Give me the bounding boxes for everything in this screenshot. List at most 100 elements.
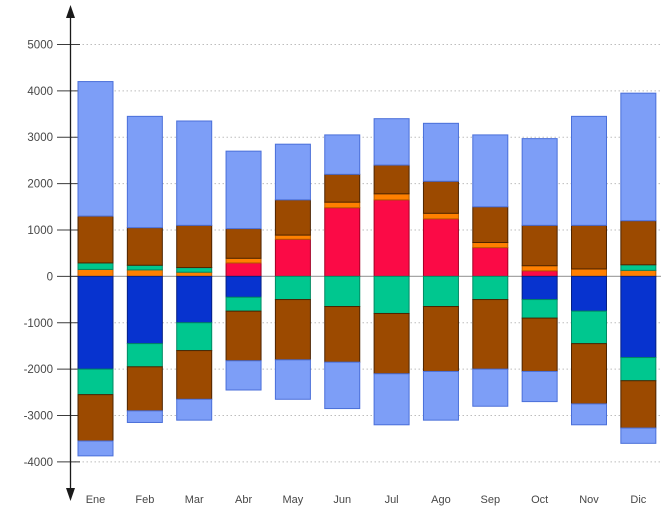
- bar-segment-may-brown-positive: [274, 199, 311, 236]
- bar-segment-ene-darkblue-negative: [77, 275, 114, 370]
- bar-segment-oct-brown-negative: [521, 317, 558, 372]
- bar-segment-feb-lightblue-negative: [126, 410, 163, 423]
- bar-segment-ago-green-negative: [422, 275, 459, 308]
- bar-segment-mar-green-negative: [176, 322, 213, 352]
- y-axis-arrow-up-icon: [66, 5, 75, 18]
- bar-segment-may-lightblue-negative: [274, 359, 311, 400]
- bar-segment-dic-orange: [620, 269, 657, 277]
- x-category-label: Sep: [481, 494, 501, 506]
- bar-segment-nov-brown-negative: [571, 343, 607, 405]
- x-category-label: Ene: [86, 494, 106, 506]
- bar-segment-jul-orange: [373, 193, 410, 201]
- bar-segment-may-brown-negative: [274, 299, 311, 361]
- bar-segment-feb-orange: [126, 269, 163, 277]
- y-tick-label: -3000: [24, 411, 53, 423]
- bar-segment-dic-brown-negative: [620, 380, 657, 429]
- bar-segment-ene-brown-negative: [77, 394, 114, 442]
- bar-segment-sep-brown-negative: [472, 299, 509, 370]
- bar-segment-jun-lightblue-positive: [324, 134, 361, 175]
- bar-segment-oct-red: [521, 270, 558, 277]
- bar-segment-dic-lightblue-negative: [620, 427, 657, 444]
- bar-segment-feb-brown-positive: [126, 227, 163, 266]
- bar-segment-dic-lightblue-positive: [620, 92, 657, 222]
- x-category-label: May: [283, 494, 304, 506]
- bar-segment-nov-brown-positive: [571, 224, 607, 270]
- bar-segment-may-orange: [274, 234, 311, 240]
- bar-segment-sep-brown-positive: [472, 206, 509, 244]
- bar-segment-oct-orange: [521, 265, 558, 272]
- bar-segment-feb-green-negative: [126, 343, 163, 368]
- bar-segment-may-green-negative: [274, 275, 311, 301]
- bar-segment-ene-green-positive: [77, 262, 114, 270]
- bar-segment-ago-lightblue-positive: [422, 122, 459, 182]
- bar-segment-mar-orange: [176, 271, 213, 277]
- bar-segment-mar-brown-negative: [176, 350, 213, 400]
- bar-segment-feb-brown-negative: [126, 366, 163, 412]
- bar-segment-sep-orange: [472, 242, 509, 249]
- bar-segment-oct-lightblue-positive: [521, 138, 558, 226]
- bar-segment-dic-green-negative: [620, 357, 657, 382]
- bar-segment-abr-darkblue-negative: [225, 275, 262, 298]
- bar-segment-mar-lightblue-negative: [176, 398, 213, 421]
- bar-segment-jul-green-negative: [373, 275, 410, 314]
- x-category-label: Dic: [630, 494, 646, 506]
- bar-segment-nov-darkblue-negative: [571, 275, 607, 312]
- bar-segment-jun-lightblue-negative: [324, 361, 361, 410]
- bar-segment-dic-darkblue-negative: [620, 275, 657, 359]
- bar-segment-jul-lightblue-positive: [373, 118, 410, 166]
- bar-segment-sep-red: [472, 247, 509, 277]
- x-category-label: Mar: [185, 494, 204, 506]
- bar-segment-jul-lightblue-negative: [373, 373, 410, 426]
- x-category-label: Ago: [431, 494, 451, 506]
- bar-segment-abr-lightblue-negative: [225, 360, 262, 391]
- bar-segment-ene-brown-positive: [77, 215, 114, 264]
- bar-segment-feb-green-positive: [126, 264, 163, 271]
- bar-segment-feb-lightblue-positive: [126, 115, 163, 229]
- bar-segment-abr-brown-negative: [225, 310, 262, 362]
- y-tick-label: -1000: [24, 318, 53, 330]
- bar-segment-sep-lightblue-negative: [472, 368, 509, 407]
- bar-segment-jul-brown-positive: [373, 164, 410, 195]
- y-tick-label: 0: [47, 271, 53, 283]
- bar-segment-dic-green-positive: [620, 264, 657, 271]
- y-tick-label: -4000: [24, 457, 53, 469]
- bar-segment-ene-lightblue-positive: [77, 81, 114, 217]
- bar-segment-jul-brown-negative: [373, 312, 410, 375]
- x-category-label: Jun: [333, 494, 351, 506]
- y-tick-label: -2000: [24, 364, 53, 376]
- bar-segment-sep-green-negative: [472, 275, 509, 301]
- bar-segment-may-lightblue-positive: [274, 143, 311, 201]
- bar-segment-oct-brown-positive: [521, 224, 558, 267]
- bar-segment-dic-brown-positive: [620, 220, 657, 266]
- bar-segment-oct-darkblue-negative: [521, 275, 558, 301]
- bar-segment-ene-green-negative: [77, 368, 114, 396]
- bar-segment-jul-red: [373, 199, 410, 277]
- x-category-label: Jul: [385, 494, 399, 506]
- bar-segment-jun-orange: [324, 201, 361, 209]
- bar-segment-nov-lightblue-positive: [571, 115, 607, 226]
- x-category-label: Feb: [135, 494, 154, 506]
- bar-segment-ago-brown-positive: [422, 180, 459, 214]
- bar-segment-nov-green-negative: [571, 310, 607, 345]
- bar-segment-abr-orange: [225, 257, 262, 264]
- bar-segment-abr-red: [225, 262, 262, 277]
- bar-segment-ene-orange: [77, 268, 114, 277]
- bar-segment-nov-orange: [571, 268, 607, 277]
- bar-segment-ago-lightblue-negative: [422, 370, 459, 421]
- x-category-label: Abr: [235, 494, 252, 506]
- bar-segment-abr-lightblue-positive: [225, 150, 262, 230]
- bar-segment-oct-green-negative: [521, 299, 558, 319]
- x-category-label: Oct: [531, 494, 548, 506]
- bar-segment-mar-lightblue-positive: [176, 120, 213, 226]
- bar-segment-mar-brown-positive: [176, 224, 213, 269]
- bar-segment-jun-red: [324, 207, 361, 277]
- bar-segment-feb-darkblue-negative: [126, 275, 163, 345]
- bar-segment-mar-darkblue-negative: [176, 275, 213, 324]
- bar-segment-ago-red: [422, 218, 459, 277]
- bar-segment-abr-green-negative: [225, 296, 262, 312]
- y-tick-label: 1000: [27, 225, 53, 237]
- bar-segment-ago-brown-negative: [422, 306, 459, 372]
- bar-segment-nov-lightblue-negative: [571, 403, 607, 426]
